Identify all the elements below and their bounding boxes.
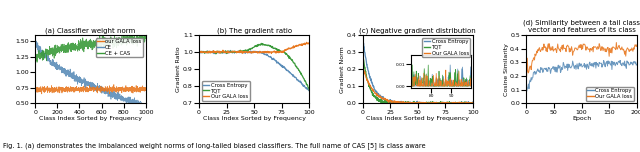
Y-axis label: Gradient Norm: Gradient Norm (340, 46, 345, 93)
Title: (a) Classifier weight norm: (a) Classifier weight norm (45, 27, 136, 34)
Y-axis label: Cosine Similarity: Cosine Similarity (504, 43, 509, 96)
Title: (b) The gradient ratio: (b) The gradient ratio (216, 27, 292, 34)
Legend: Cross Entropy, TQT, Our GALA loss: Cross Entropy, TQT, Our GALA loss (202, 81, 250, 101)
Title: (c) Negative gradient distribution: (c) Negative gradient distribution (360, 27, 476, 34)
X-axis label: Class Index Sorted by Frequency: Class Index Sorted by Frequency (203, 116, 306, 121)
Title: (d) Similarity between a tail class
vector and features of its class: (d) Similarity between a tail class vect… (523, 20, 640, 33)
Legend: Cross Entropy, TQT, Our GALA loss: Cross Entropy, TQT, Our GALA loss (422, 38, 470, 57)
X-axis label: Epoch: Epoch (572, 116, 591, 121)
Legend: Cross Entropy, Our GALA loss: Cross Entropy, Our GALA loss (586, 87, 634, 101)
Text: Fig. 1. (a) demonstrates the imbalanced weight norms of long-tailed biased class: Fig. 1. (a) demonstrates the imbalanced … (3, 142, 426, 149)
X-axis label: Class Index Sorted by Frequency: Class Index Sorted by Frequency (366, 116, 469, 121)
X-axis label: Class Index Sorted by Frequency: Class Index Sorted by Frequency (39, 116, 142, 121)
Y-axis label: Gradient Ratio: Gradient Ratio (177, 46, 181, 92)
Legend: our GALA loss, CE, CE + CAS: our GALA loss, CE, CE + CAS (96, 38, 143, 57)
